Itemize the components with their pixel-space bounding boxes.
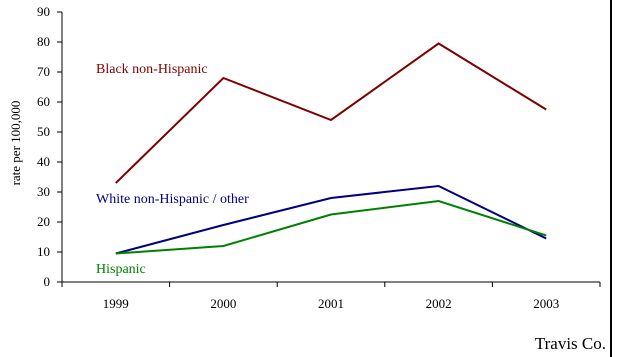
x-tick-label: 2000 [210, 296, 236, 311]
series-label-white-non-hispanic-other: White non-Hispanic / other [96, 192, 249, 207]
footer-text: Travis Co. [535, 334, 606, 353]
x-tick-label: 1999 [103, 296, 129, 311]
y-tick-label: 60 [37, 94, 50, 109]
series-label-black-non-hispanic: Black non-Hispanic [96, 62, 208, 77]
y-tick-label: 10 [37, 244, 50, 259]
x-tick-label: 2002 [426, 296, 452, 311]
y-tick-label: 40 [37, 154, 50, 169]
y-tick-label: 0 [44, 274, 51, 289]
y-tick-label: 70 [37, 64, 50, 79]
y-tick-label: 30 [37, 184, 50, 199]
series-line-black-non-hispanic [115, 42, 547, 184]
y-axis-title: rate per 100,000 [8, 101, 23, 186]
y-tick-label: 20 [37, 214, 50, 229]
y-tick-label: 80 [37, 34, 50, 49]
y-tick-label: 50 [37, 124, 50, 139]
series-line-white-non-hispanic-other [115, 184, 547, 255]
x-tick-label: 2001 [318, 296, 344, 311]
series-label-hispanic: Hispanic [96, 262, 146, 277]
x-tick-label: 2003 [533, 296, 559, 311]
series-line-hispanic [115, 199, 547, 255]
y-tick-label: 90 [37, 4, 50, 19]
